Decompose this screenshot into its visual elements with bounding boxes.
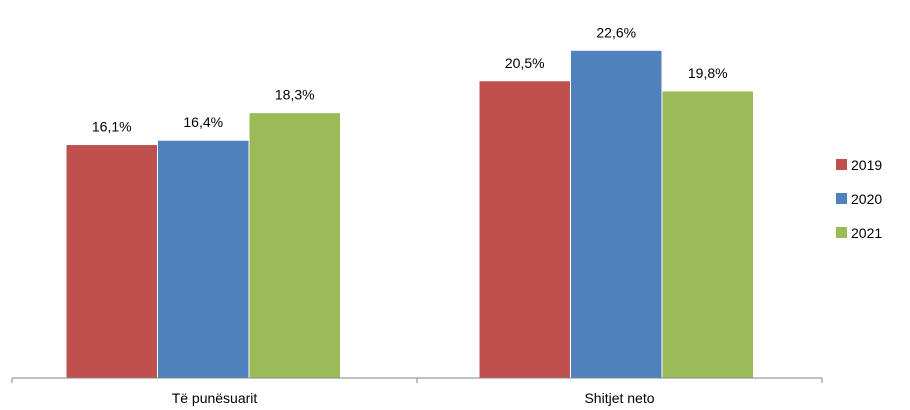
legend-label-2020: 2020 [851,191,882,207]
data-label-2020-1: 22,6% [596,24,636,40]
legend-swatch-2019 [836,159,847,170]
bar-2021-0 [248,112,341,379]
data-label-2020-0: 16,4% [183,114,223,130]
data-label-2021-0: 18,3% [275,87,315,103]
bar-2019-0 [65,144,158,379]
bar-2020-1 [570,49,663,379]
bar-2019-1 [478,80,571,379]
legend-label-2021: 2021 [851,225,882,241]
legend-label-2019: 2019 [851,157,882,173]
data-label-2019-0: 16,1% [92,119,132,135]
bar-2020-0 [157,139,250,379]
legend-swatch-2021 [836,227,847,238]
data-label-2019-1: 20,5% [505,55,545,71]
bar-2021-1 [661,90,754,379]
x-tick-label-0: Të punësuarit [172,390,258,406]
data-label-2021-1: 19,8% [688,65,728,81]
x-tick-label-1: Shitjet neto [584,390,654,406]
legend-swatch-2020 [836,193,847,204]
